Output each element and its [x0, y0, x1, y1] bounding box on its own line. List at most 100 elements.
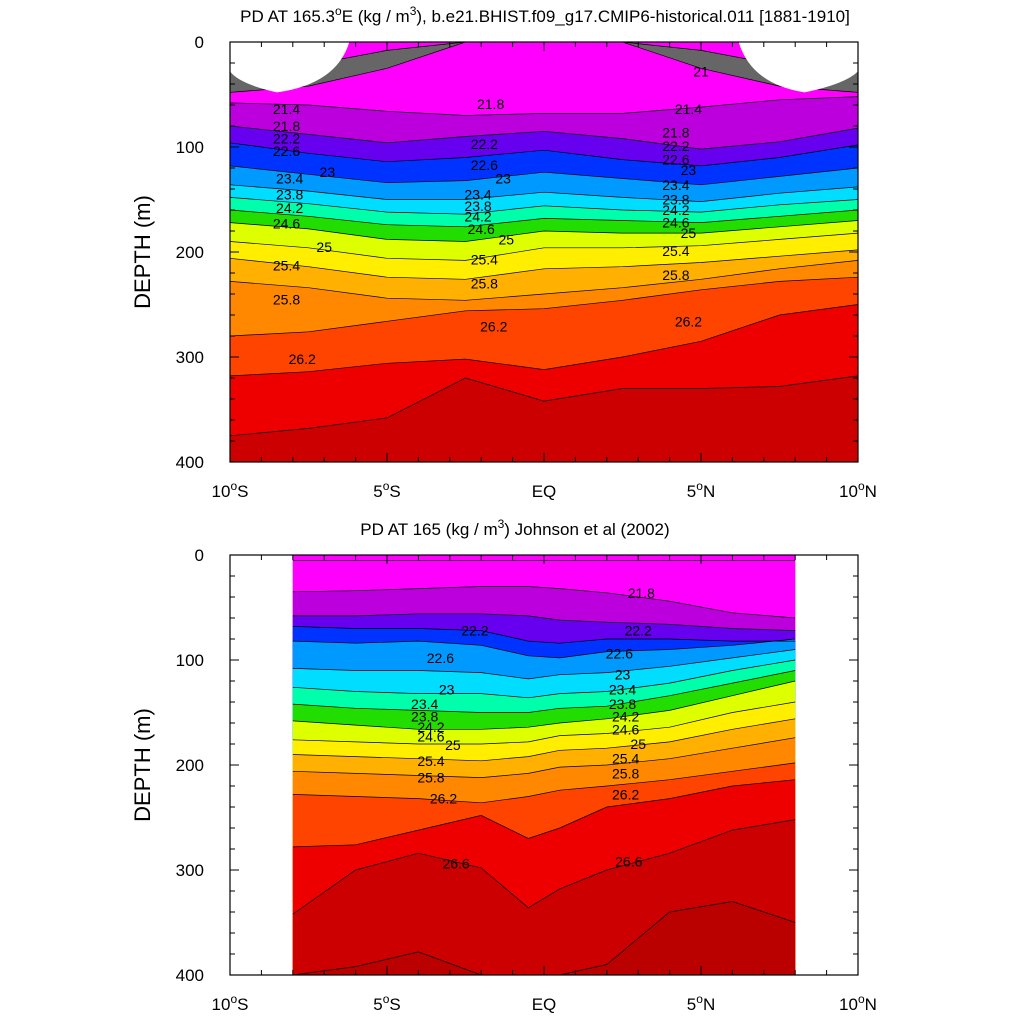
- y-tick-label: 200: [176, 756, 204, 775]
- contour-line-27: [292, 819, 796, 915]
- contour-label: 26.6: [442, 856, 469, 872]
- plot-area-observations: 0 100 200 300 400 10oS 5oS EQ 5oN 10oN 21.8 22.2 22.…: [176, 546, 877, 1014]
- y-axis-label-observations: DEPTH (m): [130, 708, 155, 822]
- panel-observations: PD AT 165 (kg / m3) Johnson et al (2002)…: [130, 517, 877, 1014]
- contour-label: 22.2: [625, 623, 652, 639]
- x-tick-label: 10oS: [212, 479, 249, 501]
- contour-band-27-4: [292, 901, 796, 975]
- contour-fills: [292, 555, 796, 975]
- y-tick-label: 300: [176, 861, 204, 880]
- y-tick-label: 100: [176, 138, 204, 157]
- contour-label: 22.6: [662, 152, 689, 168]
- contour-label: 22.2: [461, 623, 488, 639]
- contour-label: 21: [693, 63, 709, 79]
- light-water-right: [738, 42, 858, 93]
- contour-line-22-6: [230, 142, 858, 167]
- contour-label: 24.2: [464, 208, 491, 224]
- contour-label: 25: [445, 737, 461, 753]
- contour-line-24-6: [230, 220, 858, 242]
- contour-line-23-4: [292, 649, 796, 680]
- contour-line-23-4: [230, 184, 858, 202]
- contour-label: 24.2: [662, 202, 689, 218]
- contour-line-24-6: [292, 680, 796, 730]
- contour-label: 25: [499, 231, 515, 247]
- contour-label: 26.2: [480, 319, 507, 335]
- contour-label: 26.2: [675, 313, 702, 329]
- x-tick-label: 5oN: [687, 992, 715, 1014]
- y-tick-label: 0: [195, 33, 204, 52]
- contour-label: 24.6: [417, 729, 444, 745]
- contour-label: 24.6: [662, 215, 689, 231]
- contour-line-22-6: [292, 626, 796, 644]
- contour-line-23-8: [230, 197, 858, 215]
- contour-label: 25.8: [471, 276, 498, 292]
- contour-label: 23.4: [609, 681, 636, 697]
- contour-band-27: [230, 375, 858, 462]
- contour-label: 21.8: [628, 585, 655, 601]
- contour-label: 26.2: [289, 351, 316, 367]
- contour-label: 21.8: [477, 96, 504, 112]
- contour-fills: [230, 42, 858, 462]
- y-tick-label: 400: [176, 453, 204, 472]
- contour-line-26-2: [292, 762, 796, 804]
- x-tick-label: 10oN: [839, 992, 877, 1014]
- contour-label: 23.4: [276, 171, 303, 187]
- contour-label: 25: [630, 736, 646, 752]
- contour-line-21-8: [292, 586, 796, 619]
- contour-line-24-2: [292, 670, 796, 713]
- contour-line-21-4: [230, 42, 858, 93]
- contour-label: 22.6: [606, 646, 633, 662]
- contour-label: 25.8: [273, 291, 300, 307]
- contour-label: 21.8: [273, 118, 300, 134]
- x-tick-label: 5oS: [373, 479, 401, 501]
- x-tick-label: 5oS: [373, 992, 401, 1014]
- contour-label: 24.2: [612, 709, 639, 725]
- contour-label: 23: [681, 162, 697, 178]
- contour-line-25: [230, 232, 858, 261]
- contour-line-25-8: [230, 260, 858, 301]
- contour-label: 23: [495, 171, 511, 187]
- light-water-left: [230, 42, 350, 93]
- contour-label: 25.4: [612, 751, 639, 767]
- contour-label: 26.6: [615, 854, 642, 870]
- contour-label: 22.2: [662, 138, 689, 154]
- y-tick-label: 0: [195, 546, 204, 565]
- contour-label: 24.2: [276, 200, 303, 216]
- contour-line-24-2: [230, 209, 858, 228]
- contour-line-25-4: [292, 718, 796, 762]
- x-tick-label: EQ: [532, 995, 557, 1014]
- contour-line-26-2: [230, 276, 858, 337]
- y-tick-label: 200: [176, 243, 204, 262]
- contour-label: 25.4: [471, 251, 498, 267]
- contour-line-22-2: [230, 125, 858, 150]
- contour-label: 26.2: [430, 791, 457, 807]
- chart-title-observations: PD AT 165 (kg / m3) Johnson et al (2002): [360, 517, 669, 539]
- contour-label: 23.8: [411, 709, 438, 725]
- panel-model: PD AT 165.3oE (kg / m3), b.e21.BHIST.f09…: [130, 4, 877, 501]
- contour-line-21-8: [230, 96, 858, 116]
- y-tick-label: 400: [176, 966, 204, 985]
- contour-label: 22.6: [471, 157, 498, 173]
- contour-line-25-8: [292, 737, 796, 778]
- y-axis-label-model: DEPTH (m): [130, 195, 155, 309]
- x-tick-label: 10oS: [212, 992, 249, 1014]
- contour-label: 24.6: [273, 216, 300, 232]
- contour-line-26-6: [230, 304, 858, 377]
- x-tick-label: EQ: [532, 482, 557, 501]
- contour-label: 24.2: [417, 719, 444, 735]
- contour-line-23-8: [292, 659, 796, 699]
- contour-label: 23.8: [609, 696, 636, 712]
- contour-label: 25.4: [273, 258, 300, 274]
- chart-title-model: PD AT 165.3oE (kg / m3), b.e21.BHIST.f09…: [240, 4, 850, 26]
- contour-line-25-4: [230, 249, 858, 280]
- y-tick-label: 100: [176, 651, 204, 670]
- contour-label: 25: [316, 239, 332, 255]
- contour-label: 23: [439, 681, 455, 697]
- contour-label: 22.6: [427, 650, 454, 666]
- contour-label: 22.2: [273, 131, 300, 147]
- contour-line-23: [292, 638, 796, 659]
- contour-label: 25: [681, 225, 697, 241]
- contour-label: 23.4: [662, 177, 689, 193]
